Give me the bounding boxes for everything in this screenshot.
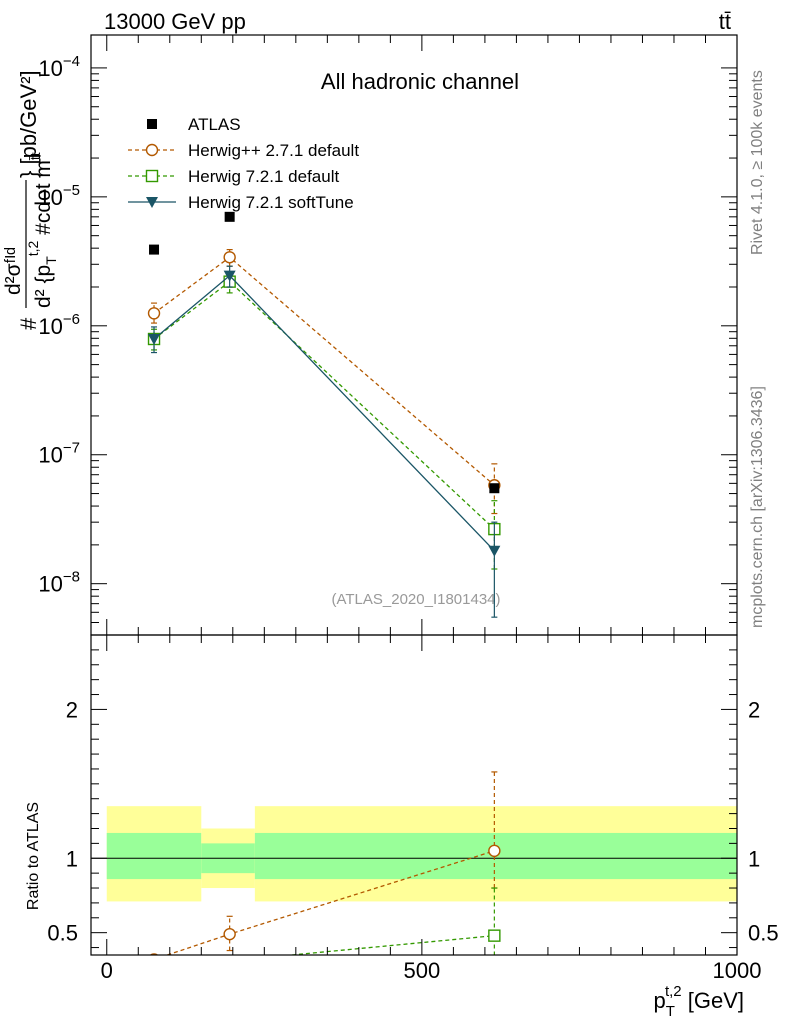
x-axis-label: pTt,2 [GeV] [654, 983, 744, 1020]
main-ytick-label-1: 10−7 [38, 440, 80, 468]
header-process-label: tt̄ [719, 9, 731, 34]
ylabel-brace: } [16, 171, 41, 178]
main-ytick-label-0: 10−8 [38, 569, 80, 597]
legend: ATLAS Herwig++ 2.7.1 default Herwig 7.2.1 … [128, 115, 359, 212]
svg-text:} [pb/GeV²]: } [pb/GeV²] [16, 70, 41, 178]
main-ytick-label-3: 10−5 [38, 182, 80, 210]
ratio-point-1-1 [223, 954, 236, 955]
mcplots-label: mcplots.cern.ch [arXiv:1306.3436] [749, 386, 766, 628]
main-line-2 [153, 274, 495, 552]
x-tick-label-1: 500 [404, 958, 441, 983]
ratio-point-0-1 [223, 927, 236, 941]
main-point-0-1 [223, 251, 236, 264]
legend-marker-3 [146, 197, 158, 208]
ratio-ytick-label-right-2: 2 [748, 697, 760, 722]
ylabel-denominator: d² {p [32, 265, 55, 308]
legend-marker-2 [145, 169, 159, 183]
ratio-bands [91, 806, 737, 902]
legend-label-2: Herwig 7.2.1 default [188, 167, 339, 186]
x-tick-label-2: 1000 [713, 958, 762, 983]
main-ylabel: # d²σᶠᴵᵈ d² {pTt,2 #cdot mt̄t } [pb/GeV²… [2, 70, 59, 330]
main-line-1 [153, 280, 495, 530]
ratio-frame [90, 634, 738, 956]
ratio-ytick-label-left-1: 1 [66, 846, 78, 871]
ratio-point-1-0 [149, 972, 160, 983]
ratio-point-0-0 [149, 953, 159, 955]
svg-text:d²σᶠᴵᵈ: d²σᶠᴵᵈ [2, 247, 25, 295]
legend-marker-1 [145, 143, 159, 157]
ylabel-den-tail-sup: t̄t [27, 152, 43, 160]
ratio-ytick-label-right-1: 1 [748, 846, 760, 871]
ratio-ytick-label-left-0: 0.5 [47, 921, 78, 946]
ratio-ylabel: Ratio to ATLAS [25, 802, 42, 910]
legend-label-3: Herwig 7.2.1 softTune [188, 193, 354, 212]
legend-label-0: ATLAS [188, 115, 241, 134]
x-tick-label-0: 0 [101, 958, 113, 983]
main-point-3-0 [149, 244, 160, 255]
analysis-label: (ATLAS_2020_I1801434) [331, 591, 500, 608]
ylabel-den-sub: T [43, 256, 59, 265]
main-point-3-1 [224, 211, 235, 222]
legend-item-2: Herwig 7.2.1 default [128, 167, 339, 186]
ylabel-den-tail: #cdot m [32, 160, 55, 241]
ratio-ytick-label-left-2: 2 [66, 697, 78, 722]
ylabel-unit: [pb/GeV²] [16, 70, 41, 170]
legend-item-1: Herwig++ 2.7.1 default [128, 141, 359, 160]
ratio-point-0-2 [488, 844, 501, 858]
ratio-point-1-2 [488, 929, 501, 942]
ratio-line-1 [285, 935, 495, 955]
axes: 10−8 10−7 10−6 10−5 10−4 0 500 1000 0.5 0.5 1 1 2 2 [38, 34, 779, 983]
main-point-2-0 [148, 334, 161, 346]
main-point-2-2 [488, 545, 501, 557]
ylabel-hash: # [16, 317, 41, 330]
main-series-3 [149, 211, 500, 494]
ratio-series-0 [149, 771, 501, 955]
main-point-3-2 [489, 483, 500, 494]
ylabel-den-sup: t,2 [25, 240, 41, 256]
main-line-0 [153, 256, 495, 486]
legend-marker-0 [147, 119, 157, 129]
main-point-0-0 [147, 307, 161, 320]
main-series-2 [148, 265, 501, 618]
main-point-2-1 [223, 270, 236, 282]
legend-item-3: Herwig 7.2.1 softTune [128, 193, 354, 212]
ratio-series-1 [149, 887, 501, 983]
legend-label-1: Herwig++ 2.7.1 default [188, 141, 359, 160]
rivet-version-label: Rivet 4.1.0, ≥ 100k events [749, 70, 766, 255]
ylabel-numerator: d²σᶠᴵᵈ [2, 247, 25, 295]
legend-item-0: ATLAS [147, 115, 241, 134]
main-series [147, 211, 501, 618]
ratio-ytick-label-right-0: 0.5 [748, 921, 779, 946]
main-ytick-label-2: 10−6 [38, 311, 80, 339]
main-ytick-label-4: 10−4 [38, 53, 80, 81]
main-series-1 [147, 271, 501, 570]
header-energy-label: 13000 GeV pp [104, 9, 246, 34]
main-title: All hadronic channel [321, 69, 519, 94]
svg-text:#: # [16, 317, 41, 330]
main-series-0 [147, 248, 501, 515]
ratio-band-inner-0 [106, 832, 202, 880]
svg-text:d² {pTt,2 #cdot mt̄t: d² {pTt,2 #cdot mt̄t [25, 152, 59, 308]
ratio-panel [149, 771, 501, 983]
